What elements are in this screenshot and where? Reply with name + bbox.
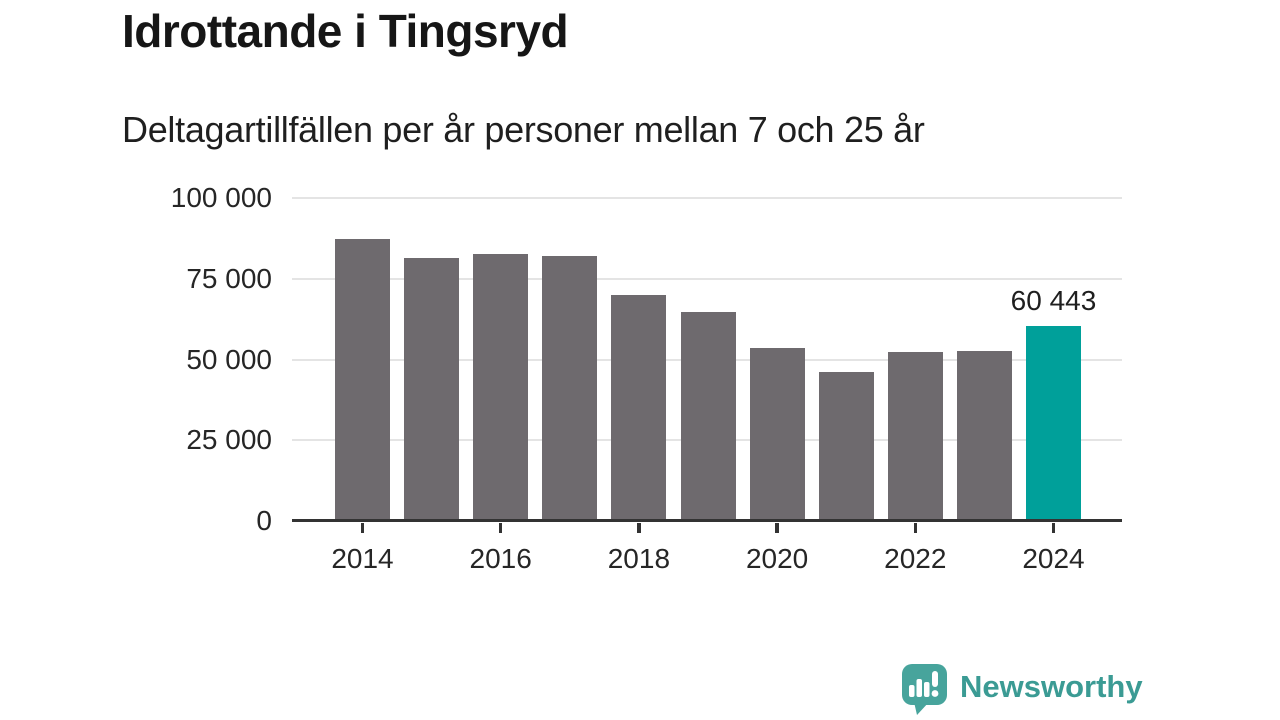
y-axis-label-75000: 75 000: [186, 262, 272, 294]
x-axis-tick-2018: [637, 522, 641, 533]
x-axis-tick-2014: [360, 522, 365, 533]
x-axis-line: [292, 518, 1122, 523]
chart-subtitle: Deltagartillfällen per år personer mella…: [122, 109, 925, 150]
bar-2019: [680, 312, 736, 521]
bar-2022: [887, 351, 943, 521]
y-axis-label-100000: 100 000: [170, 182, 272, 214]
chart-title: Idrottande i Tingsryd: [122, 5, 569, 57]
x-axis-tick-2022: [913, 522, 918, 533]
x-axis-tick-2016: [498, 522, 503, 533]
gridline-75000: [292, 277, 1122, 280]
newsworthy-logo: Newsworthy: [902, 664, 1143, 716]
y-axis-label-25000: 25 000: [186, 424, 272, 456]
newsworthy-bubble-chart-icon: [902, 664, 947, 715]
bar-2021: [818, 372, 874, 521]
bar-2015: [404, 257, 460, 521]
bar-2018: [611, 295, 667, 521]
bar-2023: [956, 350, 1012, 521]
bar-2016: [473, 254, 529, 521]
value-annotation: 60 443: [1010, 285, 1097, 316]
x-axis-label-2014: 2014: [331, 543, 394, 574]
x-axis-label-2024: 2024: [1022, 543, 1085, 574]
y-axis-label-0: 0: [256, 504, 272, 536]
bar-2014: [335, 239, 390, 521]
bar-2020: [749, 347, 805, 521]
y-axis-label-50000: 50 000: [186, 343, 272, 375]
x-axis-tick-2020: [775, 522, 779, 533]
x-axis-label-2020: 2020: [745, 543, 809, 574]
x-axis-label-2016: 2016: [469, 543, 532, 574]
gridline-100000: [292, 197, 1122, 200]
x-axis-tick-2024: [1051, 522, 1056, 533]
newsworthy-wordmark: Newsworthy: [960, 669, 1143, 704]
x-axis-label-2018: 2018: [607, 543, 671, 574]
bar-2024: [1026, 325, 1081, 521]
bar-2017: [542, 256, 598, 521]
x-axis-label-2022: 2022: [884, 543, 947, 574]
